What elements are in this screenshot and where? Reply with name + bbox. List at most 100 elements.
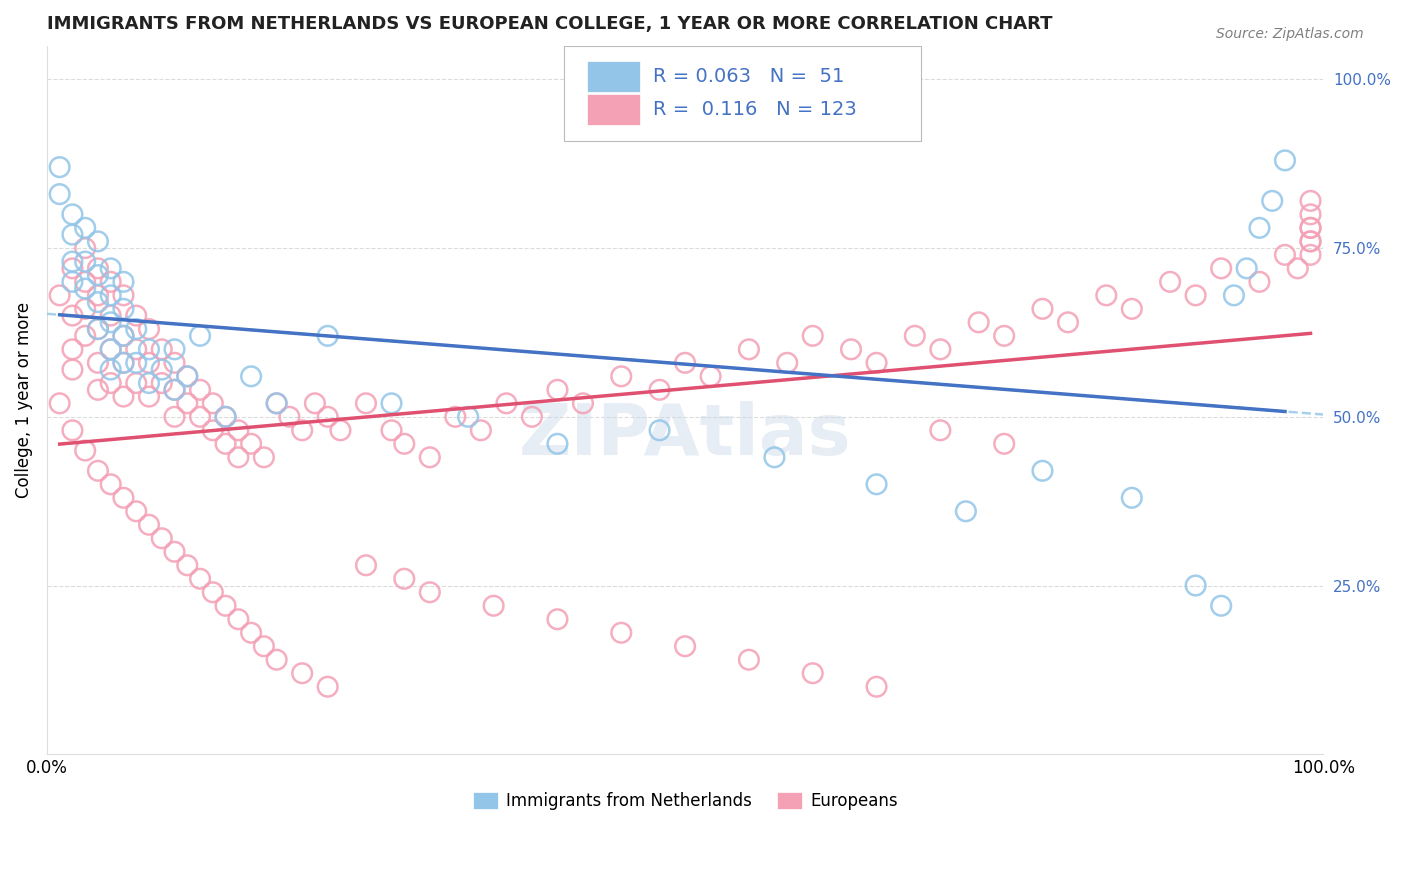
Point (329, 423, 352, 437)
Point (1299, 220, 1322, 235)
Point (62, 362, 84, 376)
Point (75, 241, 97, 255)
Point (201, 585, 224, 599)
Point (214, 437, 236, 451)
Point (188, 409, 211, 424)
Point (112, 491, 135, 505)
Point (87, 322, 110, 336)
Point (125, 343, 148, 357)
Point (266, 396, 288, 410)
Point (75, 443, 97, 458)
Point (865, 356, 887, 370)
Point (1159, 275, 1181, 289)
Point (62, 275, 84, 289)
Point (394, 572, 416, 586)
Text: ZIPAtlas: ZIPAtlas (519, 401, 852, 470)
Point (125, 322, 148, 336)
Point (546, 383, 568, 397)
Point (87, 356, 110, 370)
Point (100, 376, 122, 390)
Point (62, 343, 84, 357)
Point (150, 531, 173, 545)
Point (87, 288, 110, 302)
Point (150, 343, 173, 357)
Point (1211, 599, 1233, 613)
Point (904, 328, 927, 343)
Point (1223, 288, 1246, 302)
Point (648, 423, 671, 437)
Point (673, 356, 696, 370)
Point (62, 227, 84, 242)
Point (112, 275, 135, 289)
Point (75, 254, 97, 268)
Point (1121, 491, 1143, 505)
Point (865, 477, 887, 491)
Point (87, 235, 110, 249)
Point (75, 275, 97, 289)
FancyBboxPatch shape (586, 61, 640, 92)
Point (48, 288, 70, 302)
Point (394, 437, 416, 451)
Point (1184, 578, 1206, 592)
Point (266, 396, 288, 410)
Point (1184, 288, 1206, 302)
Point (1299, 235, 1322, 249)
Point (610, 625, 633, 640)
Point (993, 328, 1015, 343)
Point (201, 423, 224, 437)
Point (138, 356, 160, 370)
Legend: Immigrants from Netherlands, Europeans: Immigrants from Netherlands, Europeans (465, 785, 904, 817)
Point (1031, 301, 1053, 316)
Point (87, 464, 110, 478)
Point (1299, 248, 1322, 262)
Point (316, 680, 339, 694)
Point (138, 376, 160, 390)
Point (176, 369, 198, 384)
Point (100, 315, 122, 329)
Point (112, 356, 135, 370)
Point (1057, 315, 1080, 329)
Point (62, 423, 84, 437)
Point (610, 369, 633, 384)
Point (1274, 153, 1296, 168)
Point (176, 558, 198, 573)
Point (75, 282, 97, 296)
Point (1095, 288, 1118, 302)
Point (304, 396, 326, 410)
Point (278, 409, 301, 424)
Point (316, 409, 339, 424)
Text: IMMIGRANTS FROM NETHERLANDS VS EUROPEAN COLLEGE, 1 YEAR OR MORE CORRELATION CHAR: IMMIGRANTS FROM NETHERLANDS VS EUROPEAN … (46, 15, 1052, 33)
Point (163, 383, 186, 397)
Point (520, 409, 543, 424)
Point (163, 356, 186, 370)
Point (214, 409, 236, 424)
Point (138, 517, 160, 532)
Point (495, 396, 517, 410)
Point (967, 315, 990, 329)
Point (380, 423, 402, 437)
Point (955, 504, 977, 518)
Point (150, 376, 173, 390)
Point (546, 612, 568, 626)
Point (100, 288, 122, 302)
Point (62, 254, 84, 268)
Point (470, 423, 492, 437)
Point (62, 207, 84, 221)
Point (1249, 220, 1271, 235)
Point (993, 437, 1015, 451)
Point (1299, 207, 1322, 221)
Point (546, 437, 568, 451)
Point (214, 599, 236, 613)
Point (240, 369, 263, 384)
Point (188, 383, 211, 397)
Point (112, 390, 135, 404)
Point (100, 309, 122, 323)
Point (201, 396, 224, 410)
Point (100, 362, 122, 376)
Point (87, 383, 110, 397)
Point (482, 599, 505, 613)
Point (150, 362, 173, 376)
Point (1286, 261, 1309, 276)
Point (1249, 275, 1271, 289)
Point (163, 409, 186, 424)
